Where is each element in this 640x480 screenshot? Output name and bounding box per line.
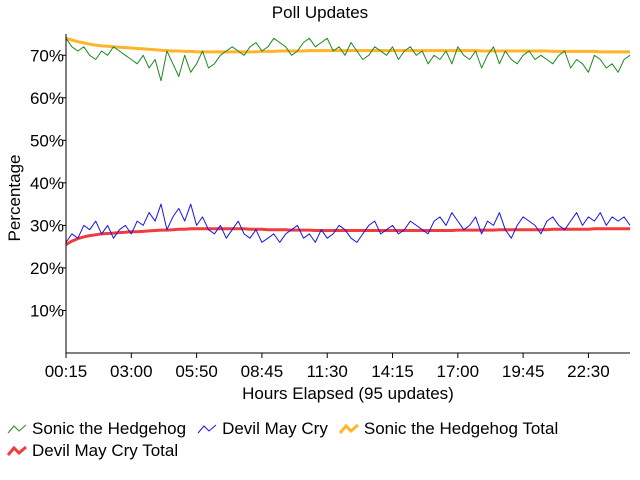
legend-swatch-sonic [7,424,27,434]
legend-item-dmc-total: Devil May Cry Total [6,441,178,461]
x-ticks: 00:15 03:00 05:50 08:45 11:30 14:15 17:00 19:45… [45,353,610,381]
x-tick-label: 17:00 [437,362,480,381]
x-tick-label: 11:30 [307,362,348,381]
series-group [65,36,631,246]
x-axis-label: Hours Elapsed (95 updates) [242,384,454,403]
y-ticks: 10% 20% 30% 40% 50% 60% 70% [30,46,66,320]
y-tick-label: 40% [30,174,64,193]
chart-title: Poll Updates [272,3,368,22]
x-tick-label: 19:45 [502,362,545,381]
y-axis-label: Percentage [5,155,24,242]
legend-label: Sonic the Hedgehog [32,419,187,438]
y-tick-label: 60% [30,89,64,108]
legend: Sonic the Hedgehog Devil May Cry Sonic t… [6,418,634,462]
y-tick-label: 10% [30,301,64,320]
series-line-sonic-the-hedgehog-total [65,36,630,54]
legend-row: Devil May Cry Total [6,440,634,462]
legend-label: Devil May Cry [222,419,328,438]
x-tick-label: 03:00 [110,362,153,381]
legend-label: Sonic the Hedgehog Total [363,419,559,438]
series-line-devil-may-cry [65,203,631,243]
x-tick-label: 05:50 [175,362,218,381]
x-tick-label: 08:45 [241,362,284,381]
y-tick-label: 30% [30,216,64,235]
y-tick-label: 50% [30,131,64,150]
legend-item-sonic-total: Sonic the Hedgehog Total [338,419,558,439]
series-line-devil-may-cry-total [65,227,630,246]
legend-row: Sonic the Hedgehog Devil May Cry Sonic t… [6,418,634,440]
x-tick-label: 00:15 [45,362,88,381]
x-tick-label: 14:15 [371,362,414,381]
legend-swatch-sonic-total [338,423,359,434]
legend-item-dmc: Devil May Cry [196,419,328,439]
legend-label: Devil May Cry Total [32,441,179,460]
y-tick-label: 70% [30,46,64,65]
legend-swatch-dmc-total [6,445,27,456]
legend-item-sonic: Sonic the Hedgehog [6,419,186,439]
series-line-sonic-the-hedgehog [65,37,631,82]
y-tick-label: 20% [30,259,64,278]
x-tick-label: 22:30 [567,362,610,381]
legend-swatch-dmc [197,424,217,434]
